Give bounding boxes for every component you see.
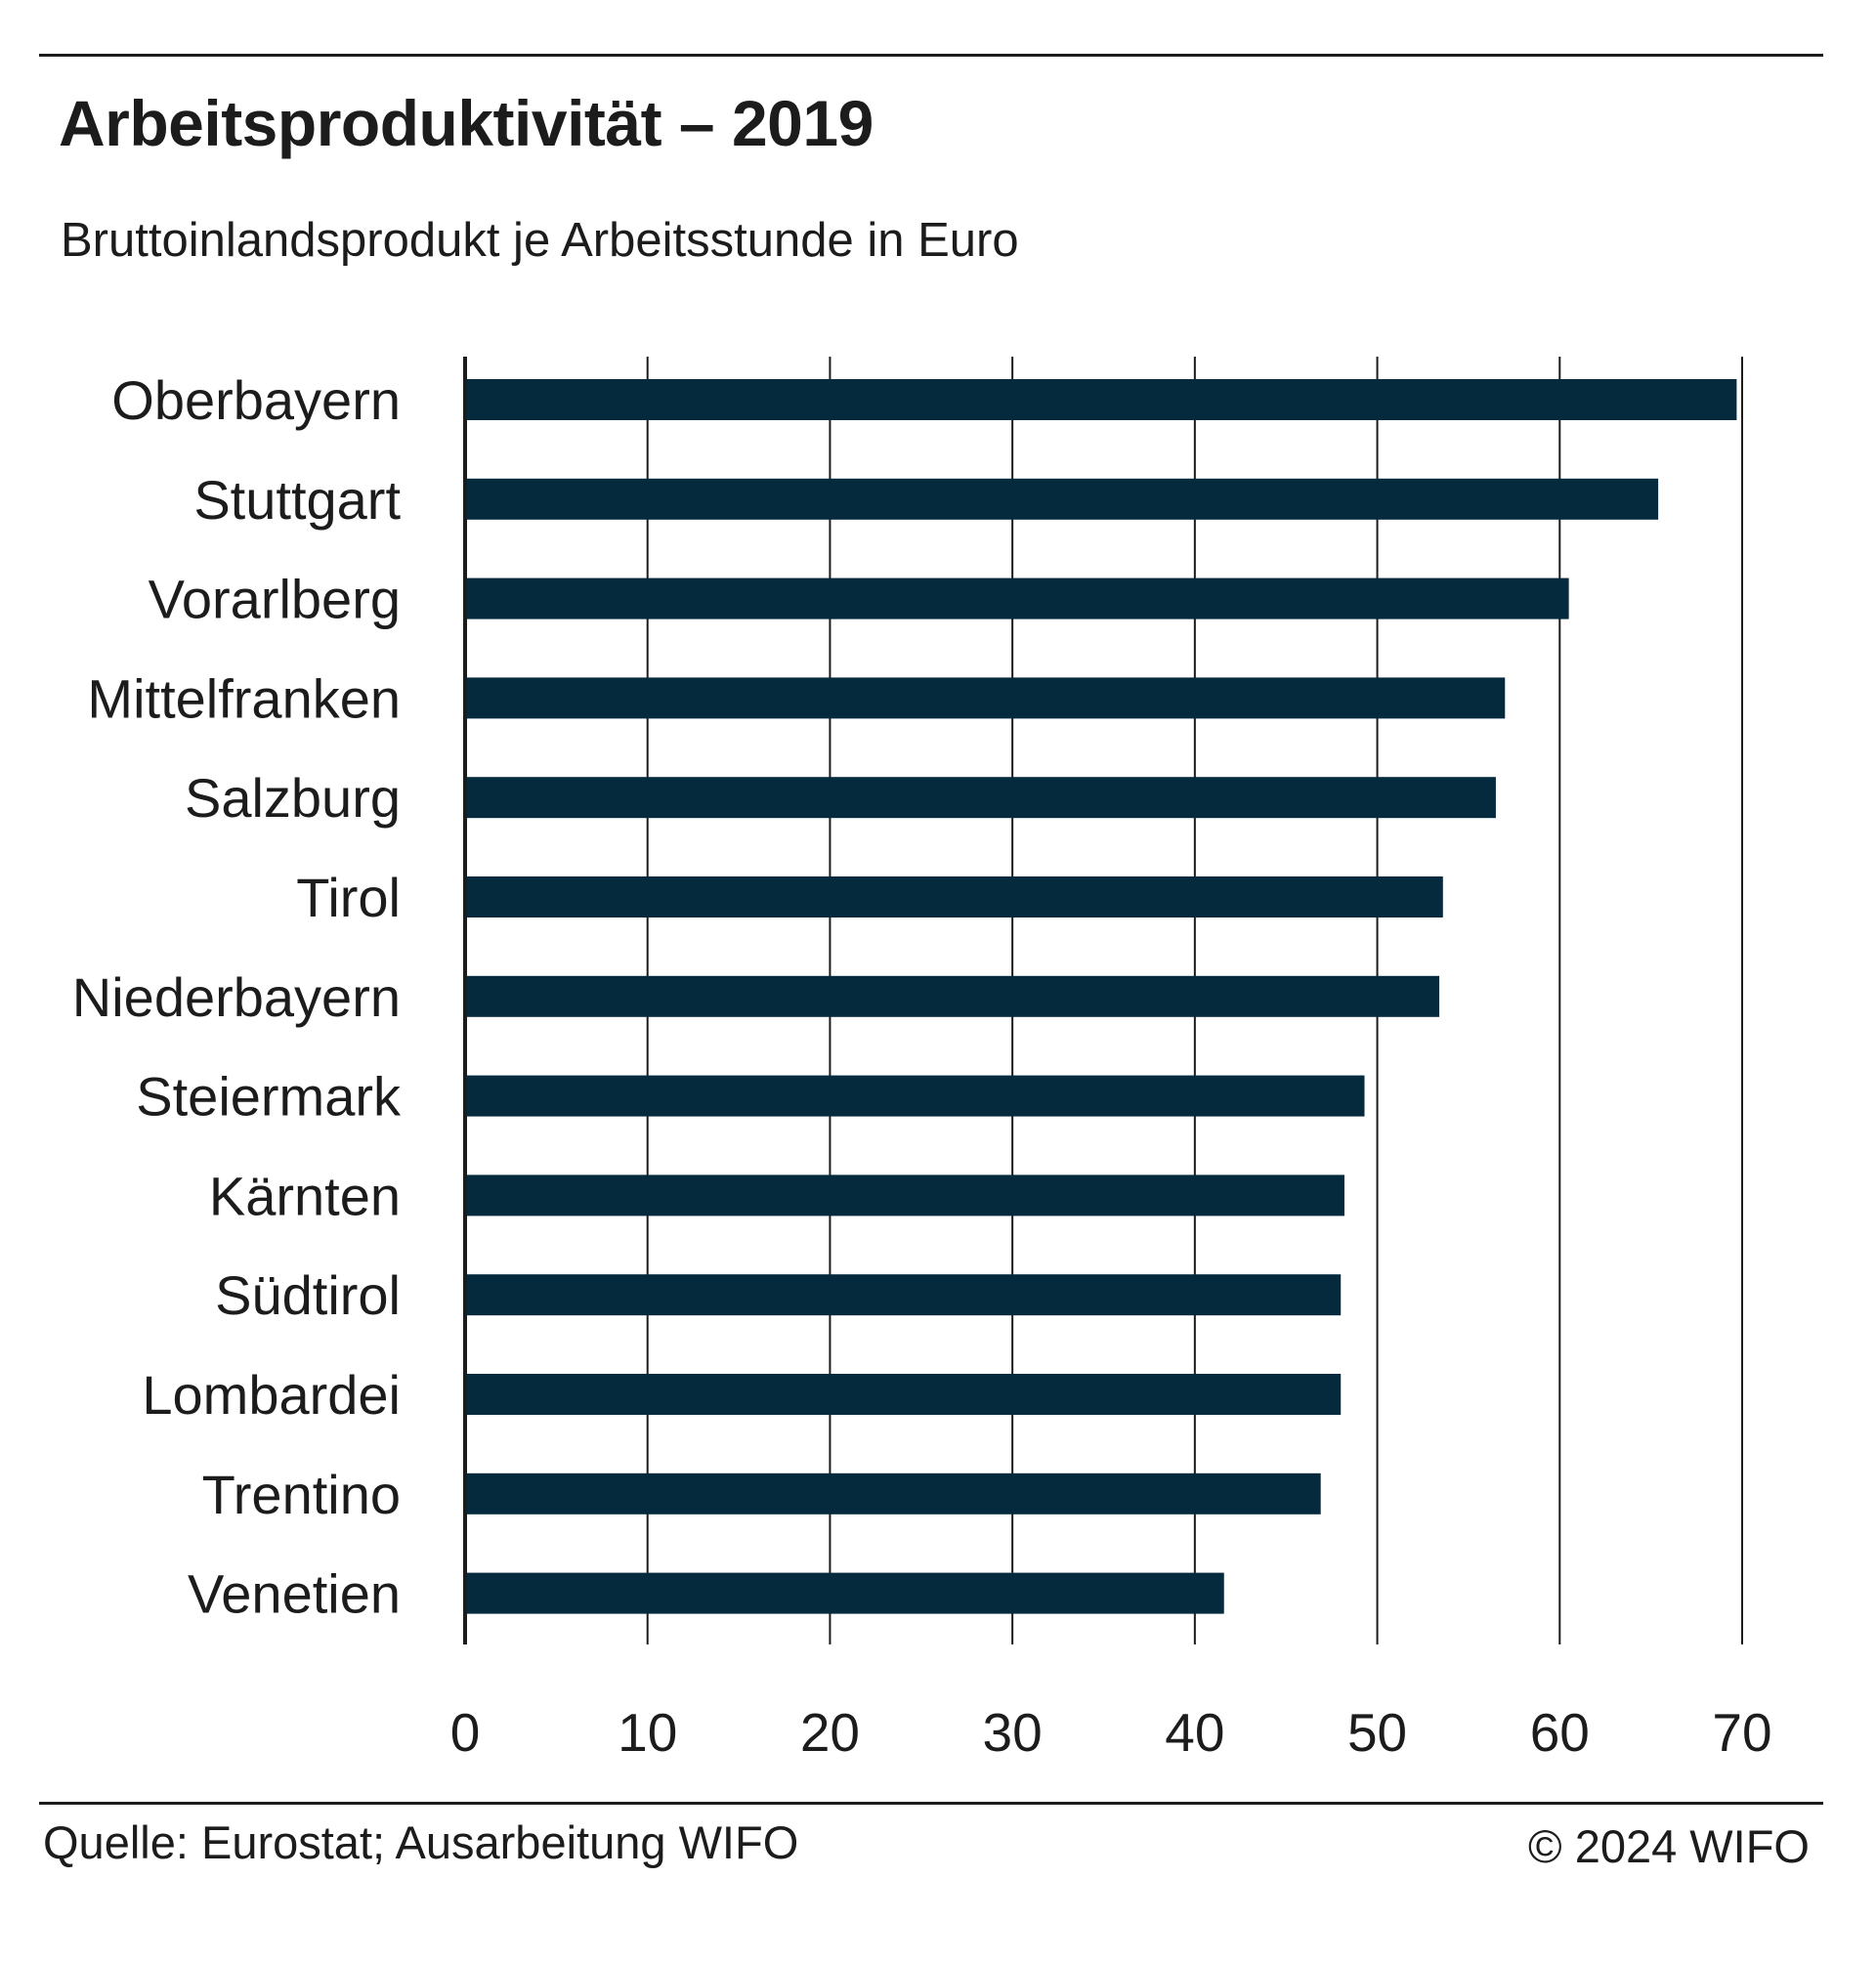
bar bbox=[465, 975, 1440, 1017]
category-label: Mittelfranken bbox=[87, 667, 401, 729]
bar bbox=[465, 1572, 1224, 1614]
bar-chart: Oberbayern Stuttgart Vorarlberg Mittelfrank… bbox=[72, 357, 1772, 1763]
bar bbox=[465, 1472, 1321, 1515]
bar bbox=[465, 1274, 1342, 1316]
category-label: Venetien bbox=[188, 1563, 401, 1625]
x-tick-label: 0 bbox=[450, 1702, 481, 1763]
bar bbox=[465, 876, 1443, 917]
bar bbox=[465, 1075, 1365, 1117]
category-label: Südtirol bbox=[215, 1264, 401, 1326]
category-label: Trentino bbox=[202, 1464, 401, 1525]
chart-title: Arbeitsproduktivität – 2019 bbox=[59, 87, 874, 159]
x-tick-label: 20 bbox=[800, 1702, 860, 1763]
category-label: Niederbayern bbox=[72, 966, 401, 1028]
bar bbox=[465, 677, 1506, 719]
x-tick-label: 40 bbox=[1165, 1702, 1224, 1763]
bar bbox=[465, 777, 1496, 819]
bar bbox=[465, 478, 1659, 520]
category-label: Kärnten bbox=[209, 1165, 401, 1226]
category-label: Lombardei bbox=[142, 1364, 401, 1426]
copyright-note: © 2024 WIFO bbox=[1528, 1820, 1810, 1872]
category-label: Tirol bbox=[296, 867, 401, 928]
bars bbox=[465, 379, 1737, 1614]
bar bbox=[465, 379, 1737, 420]
category-label: Vorarlberg bbox=[149, 569, 401, 630]
chart-subtitle: Bruttoinlandsprodukt je Arbeitsstunde in… bbox=[61, 214, 1019, 267]
bar bbox=[465, 577, 1569, 619]
category-label: Salzburg bbox=[185, 767, 401, 829]
x-tick-label: 10 bbox=[618, 1702, 677, 1763]
source-note: Quelle: Eurostat; Ausarbeitung WIFO bbox=[43, 1816, 799, 1868]
x-tick-label: 70 bbox=[1712, 1702, 1771, 1763]
x-tick-label: 50 bbox=[1347, 1702, 1407, 1763]
top-rule bbox=[39, 54, 1823, 57]
category-label: Stuttgart bbox=[193, 469, 401, 531]
bar bbox=[465, 1174, 1344, 1216]
category-label: Steiermark bbox=[136, 1066, 402, 1128]
x-tick-label: 30 bbox=[983, 1702, 1043, 1763]
category-labels: Oberbayern Stuttgart Vorarlberg Mittelfrank… bbox=[72, 369, 402, 1625]
bar bbox=[465, 1374, 1342, 1415]
x-tick-label: 60 bbox=[1530, 1702, 1590, 1763]
x-tick-labels: 0 10 20 30 40 50 60 70 bbox=[450, 1702, 1772, 1763]
category-label: Oberbayern bbox=[111, 369, 401, 431]
bottom-rule bbox=[39, 1802, 1823, 1805]
